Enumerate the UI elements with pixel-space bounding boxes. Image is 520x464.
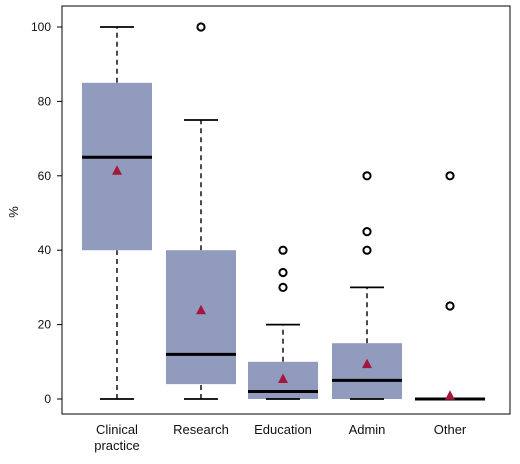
- outlier-point: [278, 245, 288, 255]
- box-2: [166, 22, 236, 400]
- y-tick-label-60: 60: [38, 169, 52, 183]
- mean-marker: [196, 304, 206, 315]
- iqr-box: [332, 343, 402, 399]
- y-tick-label-40: 40: [38, 243, 52, 257]
- x-tick-label: Research: [173, 422, 229, 437]
- y-tick-label-80: 80: [38, 94, 52, 108]
- x-tick-label: Clinical: [96, 422, 138, 437]
- x-tick-label: practice: [94, 438, 140, 453]
- mean-marker: [362, 358, 372, 369]
- iqr-box: [166, 250, 236, 385]
- outlier-point: [278, 282, 288, 292]
- y-tick-label-0: 0: [44, 392, 51, 406]
- plot-frame: [61, 5, 511, 415]
- mean-marker: [278, 373, 288, 384]
- x-tick-label: Admin: [349, 422, 386, 437]
- outlier-point: [362, 245, 372, 255]
- outlier-point: [362, 171, 372, 181]
- box-group: [82, 22, 485, 401]
- outlier-point: [362, 227, 372, 237]
- box-1: [82, 26, 152, 400]
- y-tick-label-20: 20: [38, 318, 52, 332]
- y-axis: 0 20 40 60 80 100: [31, 20, 62, 406]
- box-3: [248, 245, 318, 400]
- outlier-point: [445, 301, 455, 311]
- box-4: [332, 171, 402, 400]
- outlier-point: [278, 267, 288, 278]
- outlier-point: [196, 22, 206, 32]
- outlier-point: [445, 171, 455, 181]
- mean-marker: [112, 165, 122, 175]
- x-tick-label: Other: [434, 422, 467, 437]
- y-axis-title: %: [6, 206, 21, 218]
- y-tick-label-100: 100: [31, 20, 51, 34]
- x-tick-label: Education: [254, 422, 312, 437]
- mean-marker: [445, 390, 455, 400]
- box-5: [415, 171, 485, 401]
